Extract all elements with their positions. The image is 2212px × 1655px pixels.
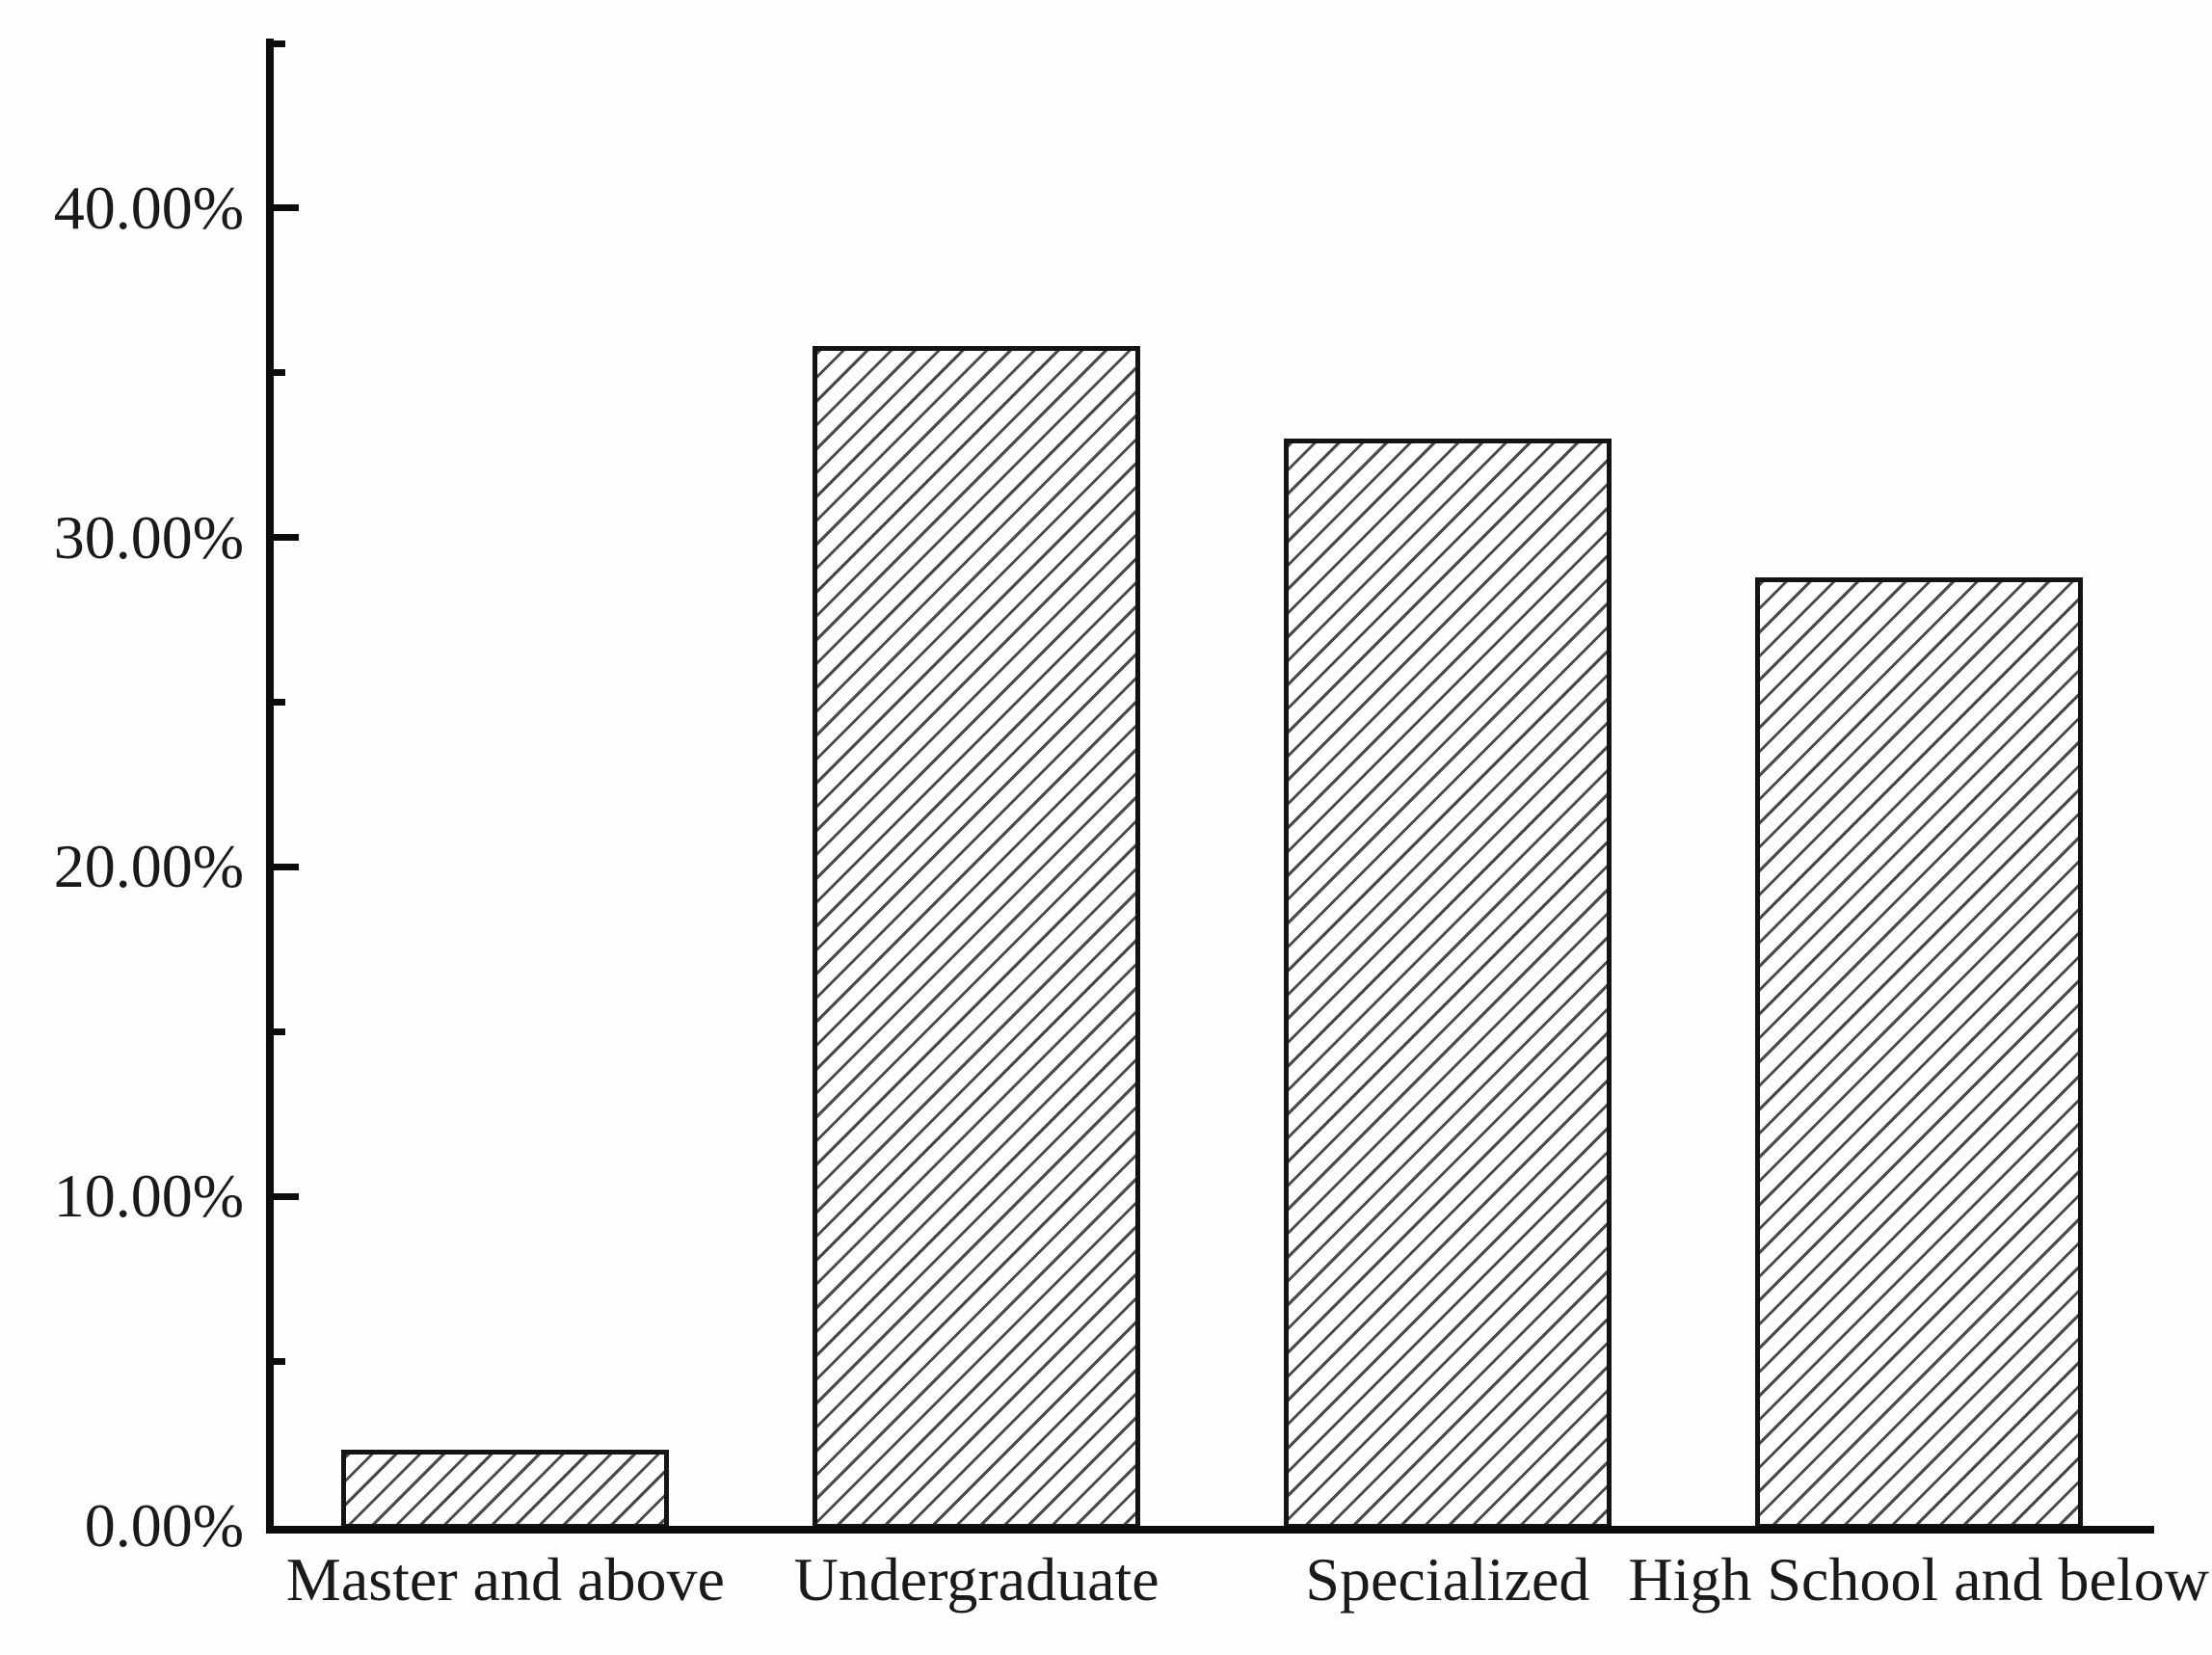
- x-axis-line: [266, 1526, 2154, 1534]
- x-category-label: High School and below: [1628, 1545, 2209, 1614]
- x-category-label: Undergraduate: [793, 1545, 1159, 1614]
- y-minor-tick: [270, 699, 285, 707]
- y-tick-label: 20.00%: [53, 832, 244, 901]
- y-minor-tick: [270, 1028, 285, 1035]
- y-tick-label: 40.00%: [53, 173, 244, 242]
- y-major-tick: [270, 534, 299, 542]
- y-tick-label: 0.00%: [84, 1491, 244, 1560]
- y-major-tick: [270, 863, 299, 870]
- y-tick-label: 30.00%: [53, 502, 244, 572]
- bar-specialized: [1283, 439, 1612, 1529]
- y-major-tick: [270, 204, 299, 212]
- x-category-label: Master and above: [285, 1545, 725, 1614]
- y-minor-tick: [270, 1357, 285, 1365]
- x-category-label: Specialized: [1305, 1545, 1590, 1614]
- y-major-tick: [270, 1192, 299, 1200]
- bar-high-school-and-below: [1754, 576, 2083, 1529]
- y-minor-tick: [270, 40, 285, 47]
- bar-undergraduate: [813, 346, 1141, 1529]
- y-minor-tick: [270, 369, 285, 377]
- y-axis-line: [266, 39, 274, 1534]
- bar-master-and-above: [341, 1450, 670, 1529]
- y-tick-label: 10.00%: [53, 1161, 244, 1231]
